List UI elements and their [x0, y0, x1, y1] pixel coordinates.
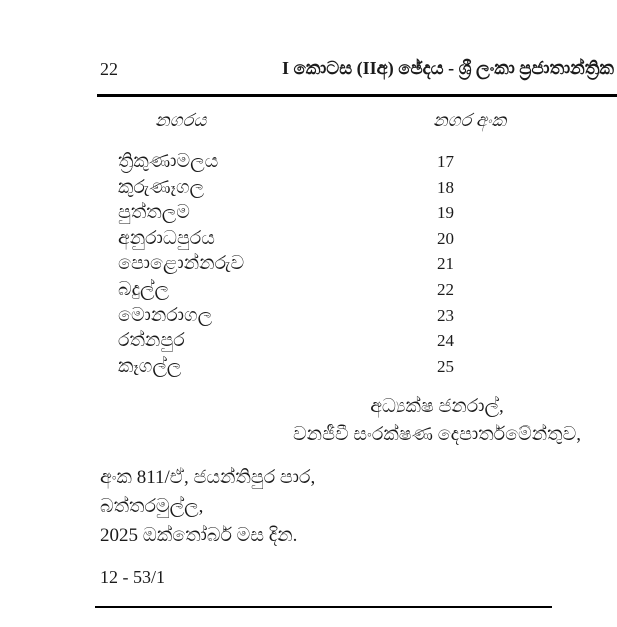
- signature-department: වනජීවී සංරක්ෂණ දෙපාර්තමේන්තුව,: [293, 424, 581, 445]
- city-name: කෑගල්ල: [118, 355, 182, 377]
- column-header-city: නගරය: [155, 110, 207, 130]
- city-name: කුරුණෑගල: [118, 176, 205, 198]
- city-name: ත්‍රිකුණාමලය: [118, 151, 219, 172]
- city-number: 18: [437, 177, 454, 197]
- signature-block: අධ්‍යක්ෂ ජනරාල්, වනජීවී සංරක්ෂණ දෙපාර්තම…: [257, 393, 617, 449]
- city-name: පුත්තලම: [118, 202, 190, 224]
- city-number: 20: [437, 228, 454, 248]
- address-date: 2025 ඔක්තෝබර් මස දින.: [100, 525, 298, 546]
- column-header-number: නගර අංක: [433, 110, 507, 130]
- city-number: 24: [437, 331, 454, 351]
- address-street: අංක 811/ඒ, ජයන්තිපුර පාර,: [100, 467, 316, 488]
- city-table: ත්‍රිකුණාමලය 17 කුරුණෑගල 18 පුත්තලම 19 අ…: [118, 149, 598, 379]
- city-number: 22: [437, 279, 454, 299]
- table-row: ත්‍රිකුණාමලය 17: [118, 149, 598, 175]
- city-name: බදුල්ල: [118, 278, 170, 300]
- city-name: පොළොන්නරුව: [118, 253, 245, 275]
- page-number: 22: [100, 59, 118, 79]
- footer-divider: [95, 606, 552, 608]
- table-row: බදුල්ල 22: [118, 277, 598, 303]
- table-row: පුත්තලම 19: [118, 200, 598, 226]
- signature-title: අධ්‍යක්ෂ ජනරාල්,: [370, 396, 504, 417]
- city-number: 21: [437, 254, 454, 274]
- city-number: 17: [437, 152, 454, 171]
- city-number: 25: [437, 356, 454, 376]
- city-name: රත්නපුර: [118, 330, 185, 352]
- table-row: අනුරාධපුරය 20: [118, 226, 598, 252]
- table-row: පොළොන්නරුව 21: [118, 251, 598, 277]
- table-row: කුරුණෑගල 18: [118, 175, 598, 201]
- table-row: කෑගල්ල 25: [118, 354, 598, 380]
- city-name: අනුරාධපුරය: [118, 227, 215, 249]
- address-city: බත්තරමුල්ල,: [100, 496, 204, 517]
- table-row: රත්නපුර 24: [118, 328, 598, 354]
- address-block: අංක 811/ඒ, ජයන්තිපුර පාර, බත්තරමුල්ල, 20…: [100, 463, 315, 550]
- city-number: 19: [437, 203, 454, 223]
- table-row: මොනරාගල 23: [118, 303, 598, 329]
- page-header-title: I කොටස (IIඅ) ඡේදය - ශ්‍රී ලංකා ප්‍රජාතාන…: [281, 58, 614, 78]
- city-name: මොනරාගල: [118, 304, 213, 326]
- print-reference-code: 12 - 53/1: [100, 567, 165, 587]
- header-divider: [97, 94, 617, 97]
- city-number: 23: [437, 305, 454, 325]
